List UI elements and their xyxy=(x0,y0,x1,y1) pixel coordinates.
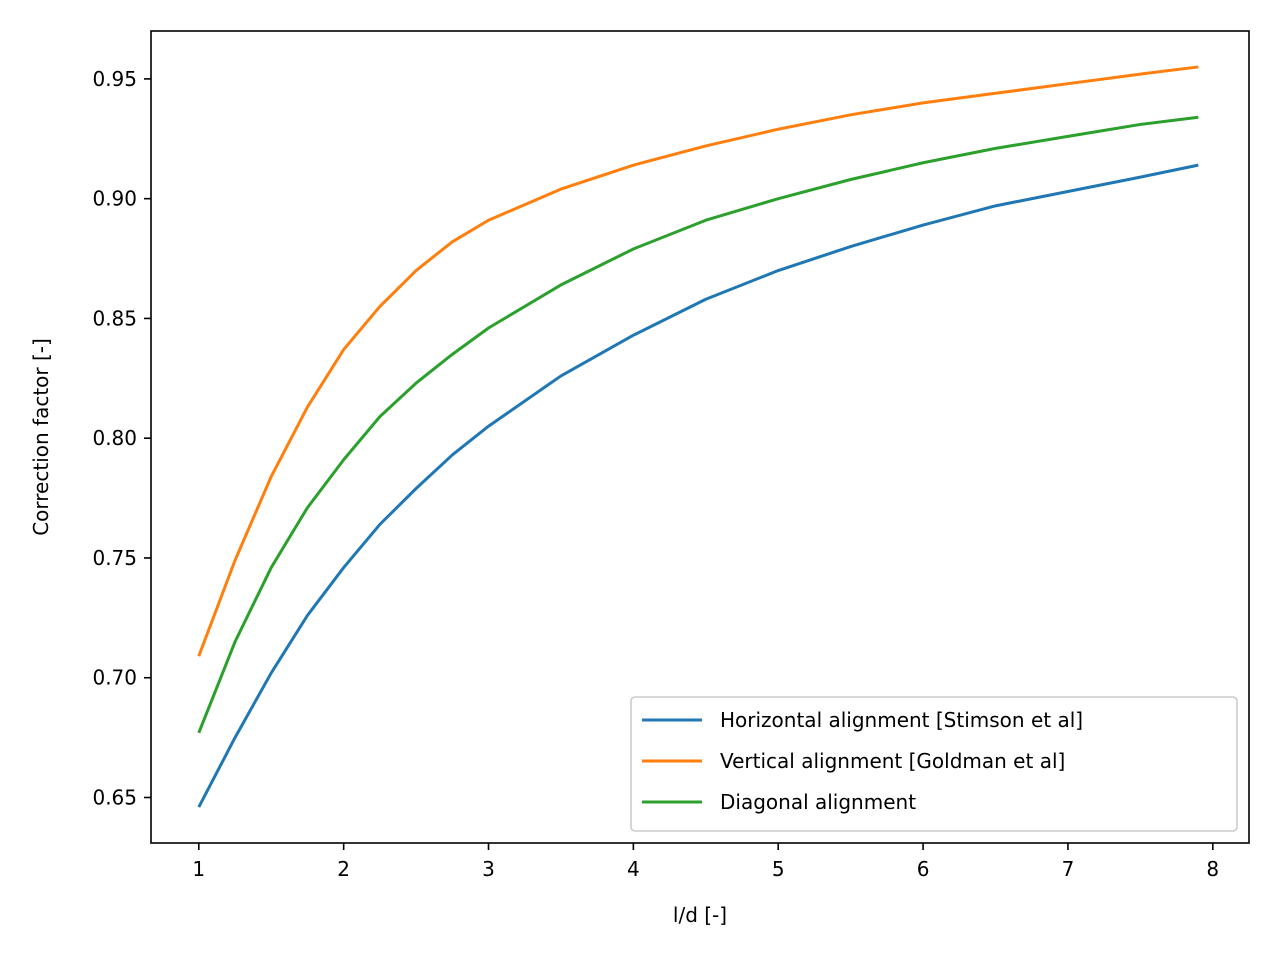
series-layer xyxy=(197,65,1199,808)
legend-entry-1: Horizontal alignment [Stimson et al] xyxy=(720,708,1083,732)
y-tick-label: 0.65 xyxy=(92,785,137,809)
y-tick-label: 0.95 xyxy=(92,67,137,91)
legend-frame xyxy=(630,696,1238,832)
x-tick-label: 4 xyxy=(627,857,640,881)
x-tick-label: 8 xyxy=(1206,857,1219,881)
legend: Horizontal alignment [Stimson et al] Vert… xyxy=(630,696,1238,832)
y-tick-label: 0.70 xyxy=(92,666,137,690)
x-tick-label: 7 xyxy=(1062,857,1075,881)
legend-entry-3: Diagonal alignment xyxy=(720,790,916,814)
series-line-3 xyxy=(197,115,1199,734)
y-axis: 0.65 0.70 0.75 0.80 0.85 0.90 0.95 xyxy=(92,67,151,809)
x-axis: 1 2 3 4 5 6 7 8 xyxy=(192,843,1219,881)
y-tick-label: 0.85 xyxy=(92,306,137,330)
x-tick-label: 1 xyxy=(192,857,205,881)
x-tick-label: 5 xyxy=(772,857,785,881)
x-tick-label: 2 xyxy=(337,857,350,881)
series-line-2 xyxy=(197,65,1199,657)
plot-area xyxy=(150,30,1250,844)
x-tick-label: 6 xyxy=(917,857,930,881)
legend-entry-2: Vertical alignment [Goldman et al] xyxy=(720,749,1065,773)
x-tick-label: 3 xyxy=(482,857,495,881)
plot-frame xyxy=(150,30,1250,844)
y-tick-label: 0.80 xyxy=(92,426,137,450)
x-axis-label: l/d [-] xyxy=(673,903,727,927)
y-tick-label: 0.75 xyxy=(92,546,137,570)
y-tick-label: 0.90 xyxy=(92,187,137,211)
series-line-1 xyxy=(197,163,1199,808)
y-axis-label: Correction factor [-] xyxy=(29,338,53,536)
